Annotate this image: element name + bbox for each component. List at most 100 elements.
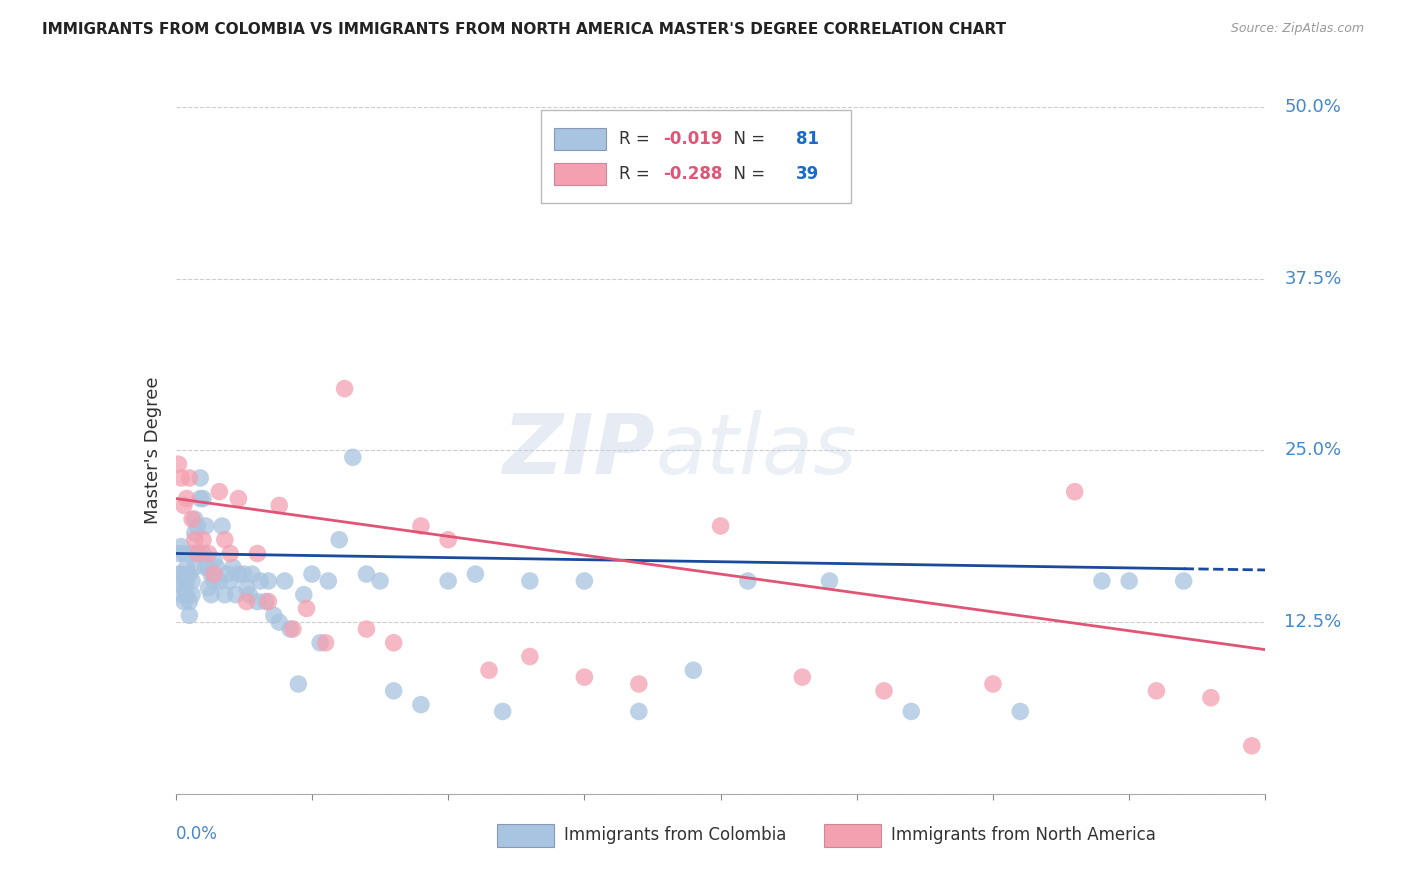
Point — [232, 567, 254, 582]
Point — [188, 491, 211, 506]
Point — [492, 705, 515, 719]
Point — [219, 546, 242, 561]
Point — [574, 670, 596, 684]
Point — [382, 636, 405, 650]
Point — [356, 567, 378, 582]
Point — [382, 683, 405, 698]
Point — [249, 574, 271, 588]
Point — [356, 622, 378, 636]
Point — [1144, 683, 1167, 698]
Point — [292, 588, 315, 602]
Point — [173, 581, 195, 595]
Text: R =: R = — [619, 130, 655, 148]
Point — [181, 512, 204, 526]
Point — [737, 574, 759, 588]
Point — [173, 546, 195, 561]
Point — [342, 450, 364, 465]
Point — [191, 533, 214, 547]
Point — [173, 594, 195, 608]
Point — [208, 484, 231, 499]
Point — [184, 533, 207, 547]
Point — [333, 382, 356, 396]
Point — [682, 663, 704, 677]
Y-axis label: Master's Degree: Master's Degree — [143, 376, 162, 524]
Point — [301, 567, 323, 582]
Point — [228, 491, 250, 506]
Point — [217, 567, 239, 582]
Point — [519, 649, 541, 664]
FancyBboxPatch shape — [554, 128, 606, 151]
Point — [170, 540, 193, 554]
Point — [257, 574, 280, 588]
Point — [179, 608, 201, 623]
Text: R =: R = — [619, 165, 655, 184]
Point — [269, 615, 291, 630]
Point — [186, 519, 209, 533]
Point — [627, 677, 650, 691]
Point — [274, 574, 297, 588]
Point — [1091, 574, 1114, 588]
Point — [176, 588, 198, 602]
Point — [254, 594, 277, 608]
Point — [246, 546, 269, 561]
Point — [167, 546, 190, 561]
Point — [1010, 705, 1032, 719]
Point — [627, 705, 650, 719]
Point — [368, 574, 391, 588]
Point — [478, 663, 501, 677]
Point — [214, 588, 236, 602]
Point — [238, 588, 260, 602]
Point — [188, 471, 211, 485]
Point — [257, 594, 280, 608]
Point — [191, 491, 214, 506]
Text: Immigrants from Colombia: Immigrants from Colombia — [564, 826, 786, 844]
Point — [315, 636, 337, 650]
Text: -0.019: -0.019 — [662, 130, 723, 148]
Point — [873, 683, 896, 698]
Point — [176, 560, 198, 574]
Point — [437, 574, 460, 588]
Point — [228, 567, 250, 582]
Point — [281, 622, 304, 636]
Point — [179, 594, 201, 608]
Point — [184, 525, 207, 540]
Point — [211, 519, 233, 533]
Point — [328, 533, 350, 547]
Text: ZIP: ZIP — [502, 410, 655, 491]
Point — [278, 622, 301, 636]
Point — [186, 546, 209, 561]
Point — [194, 560, 217, 574]
Point — [287, 677, 309, 691]
Point — [409, 519, 432, 533]
Point — [191, 546, 214, 561]
Point — [170, 567, 193, 582]
Text: 12.5%: 12.5% — [1285, 613, 1341, 632]
Point — [437, 533, 460, 547]
Point — [1173, 574, 1195, 588]
Text: -0.288: -0.288 — [662, 165, 723, 184]
Point — [181, 546, 204, 561]
Text: Source: ZipAtlas.com: Source: ZipAtlas.com — [1230, 22, 1364, 36]
Point — [900, 705, 922, 719]
Point — [519, 574, 541, 588]
Point — [1199, 690, 1222, 705]
Point — [184, 560, 207, 574]
Point — [219, 574, 242, 588]
Point — [202, 553, 225, 567]
Point — [235, 581, 257, 595]
Text: 50.0%: 50.0% — [1285, 98, 1341, 116]
Point — [170, 471, 193, 485]
Point — [1063, 484, 1085, 499]
Point — [167, 457, 190, 471]
Point — [1240, 739, 1263, 753]
FancyBboxPatch shape — [498, 824, 554, 847]
FancyBboxPatch shape — [824, 824, 880, 847]
Point — [184, 512, 207, 526]
Point — [173, 499, 195, 513]
Point — [181, 588, 204, 602]
Text: atlas: atlas — [655, 410, 856, 491]
Point — [318, 574, 340, 588]
Point — [309, 636, 332, 650]
Point — [246, 594, 269, 608]
Point — [205, 560, 228, 574]
